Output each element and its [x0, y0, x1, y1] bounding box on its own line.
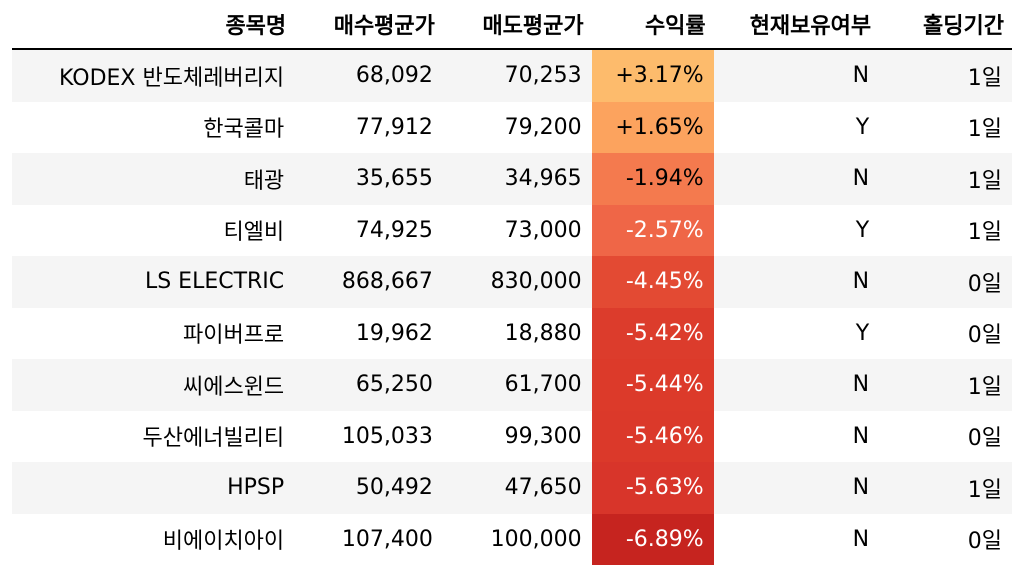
return-cell: -5.44% [591, 359, 714, 411]
table-cell: 105,033 [341, 423, 433, 449]
table-cell: 61,700 [442, 359, 592, 411]
table-cell: 74,925 [355, 217, 433, 243]
column-header: 현재보유여부 [713, 0, 880, 50]
table-row: 파이버프로 19,962 18,880 -5.42% Y 0일 [12, 307, 1012, 359]
table-cell: 47,650 [442, 462, 592, 514]
return-cell: -4.45% [591, 256, 714, 308]
return-cell: -5.46% [591, 410, 714, 462]
table-cell: 씨에스윈드 [12, 359, 295, 411]
table-cell: 1일 [879, 49, 1012, 102]
column-header: 종목명 [12, 0, 295, 50]
table-cell: 19,962 [355, 320, 433, 346]
table-cell: 107,400 [341, 526, 433, 552]
table-cell: 50,492 [294, 462, 443, 514]
column-header: 홀딩기간 [879, 0, 1012, 50]
table-cell: N [713, 153, 880, 205]
table: 종목명 매수평균가 매도평균가 수익률 현재보유여부 홀딩기간 KODEX 반도체레버리지… [12, 0, 1012, 565]
table-cell: N [713, 359, 880, 411]
table-cell: 0일 [967, 426, 1002, 452]
return-cell: -6.89% [591, 513, 714, 565]
table-cell: 65,250 [294, 359, 443, 411]
table-cell: KODEX 반도체레버리지 [12, 49, 295, 102]
table-cell: Y [855, 114, 870, 140]
table-cell: 0일 [879, 256, 1012, 308]
table-cell: 비에이치아이 [162, 529, 285, 555]
table-body: KODEX 반도체레버리지 68,092 70,253 +3.17% N 1일 한국콜마 77… [12, 49, 1012, 565]
table-cell: 한국콜마 [203, 117, 285, 143]
table-row: 티엘비 74,925 73,000 -2.57% Y 1일 [12, 204, 1012, 256]
table-row: KODEX 반도체레버리지 68,092 70,253 +3.17% N 1일 [12, 49, 1012, 102]
table-row: 씨에스윈드 65,250 61,700 -5.44% N 1일 [12, 359, 1012, 411]
table-cell: N [713, 49, 880, 102]
table-cell: LS ELECTRIC [12, 256, 295, 308]
column-header: 매도평균가 [442, 0, 592, 50]
table-cell: 1일 [879, 462, 1012, 514]
table-cell: Y [855, 320, 870, 346]
table-cell: 868,667 [294, 256, 443, 308]
table-cell: 0일 [967, 529, 1002, 555]
table-row: 비에이치아이 107,400 100,000 -6.89% N 0일 [12, 513, 1012, 565]
table-row: LS ELECTRIC 868,667 830,000 -4.45% N 0일 [12, 256, 1012, 308]
table-cell: 두산에너빌리티 [142, 426, 285, 452]
table-row: HPSP 50,492 47,650 -5.63% N 1일 [12, 462, 1012, 514]
table-cell: HPSP [12, 462, 295, 514]
table-row: 한국콜마 77,912 79,200 +1.65% Y 1일 [12, 101, 1012, 153]
table-cell: 18,880 [504, 320, 582, 346]
table-cell: 0일 [967, 323, 1002, 349]
return-cell: -2.57% [591, 204, 714, 256]
table-cell: 100,000 [490, 526, 582, 552]
table-cell: 티엘비 [223, 220, 285, 246]
table-cell: 79,200 [504, 114, 582, 140]
table-cell: 99,300 [504, 423, 582, 449]
header-row: 종목명 매수평균가 매도평균가 수익률 현재보유여부 홀딩기간 [12, 0, 1012, 50]
table-cell: Y [855, 217, 870, 243]
table-cell: 73,000 [504, 217, 582, 243]
return-cell: +1.65% [591, 101, 714, 153]
table-cell: N [713, 256, 880, 308]
table-cell: 파이버프로 [182, 323, 285, 349]
column-header: 수익률 [591, 0, 714, 50]
table-cell: 77,912 [355, 114, 433, 140]
table-cell: 1일 [967, 220, 1002, 246]
table-cell: 68,092 [294, 49, 443, 102]
table-cell: N [713, 462, 880, 514]
table-cell: 1일 [879, 359, 1012, 411]
table-cell: 태광 [12, 153, 295, 205]
return-cell: -1.94% [591, 153, 714, 205]
table-cell: 70,253 [442, 49, 592, 102]
table-container: 종목명 매수평균가 매도평균가 수익률 현재보유여부 홀딩기간 KODEX 반도체레버리지… [12, 0, 1012, 565]
return-cell: -5.63% [591, 462, 714, 514]
table-row: 두산에너빌리티 105,033 99,300 -5.46% N 0일 [12, 410, 1012, 462]
table-cell: 34,965 [442, 153, 592, 205]
return-cell: -5.42% [591, 307, 714, 359]
return-cell: +3.17% [591, 49, 714, 102]
table-cell: N [852, 526, 870, 552]
table-row: 태광 35,655 34,965 -1.94% N 1일 [12, 153, 1012, 205]
column-header: 매수평균가 [294, 0, 443, 50]
table-cell: 35,655 [294, 153, 443, 205]
table-cell: 1일 [879, 153, 1012, 205]
table-cell: 1일 [967, 117, 1002, 143]
table-cell: 830,000 [442, 256, 592, 308]
table-cell: N [852, 423, 870, 449]
